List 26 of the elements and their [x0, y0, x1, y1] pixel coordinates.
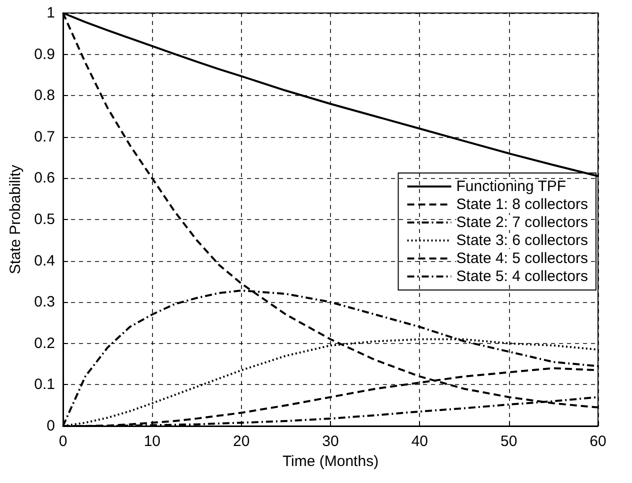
x-tick-label: 0 — [58, 433, 68, 450]
x-tick-label: 60 — [590, 433, 606, 450]
x-axis-title: Time (Months) — [282, 453, 379, 470]
y-tick-label: 0.4 — [34, 252, 55, 270]
legend-label: State 4: 5 collectors — [456, 250, 588, 267]
y-tick-label: 0.5 — [34, 211, 55, 228]
y-tick-label: 0.2 — [34, 334, 55, 352]
legend-label: State 3: 6 collectors — [456, 232, 588, 249]
legend-label: Functioning TPF — [456, 178, 566, 195]
x-tick-label: 30 — [322, 433, 339, 450]
y-tick-label: 0.3 — [34, 294, 55, 311]
y-tick-label: 1 — [46, 4, 55, 22]
y-tick-label: 0 — [46, 418, 55, 434]
y-tick-label: 0.1 — [34, 376, 55, 394]
x-tick-label: 10 — [144, 433, 161, 450]
y-axis-title: State Probability — [7, 164, 24, 274]
y-tick-label: 0.6 — [34, 170, 55, 187]
y-tick-label: 0.9 — [34, 46, 55, 63]
x-tick-label: 50 — [500, 433, 518, 450]
x-tick-label: 40 — [411, 433, 428, 450]
legend-label: State 1: 8 collectors — [456, 196, 588, 213]
legend-label: State 2: 7 collectors — [456, 214, 588, 231]
legend-label: State 5: 4 collectors — [456, 268, 588, 285]
y-tick-label: 0.7 — [34, 128, 55, 146]
y-tick-label: 0.8 — [34, 87, 55, 104]
x-tick-label: 20 — [232, 433, 250, 450]
